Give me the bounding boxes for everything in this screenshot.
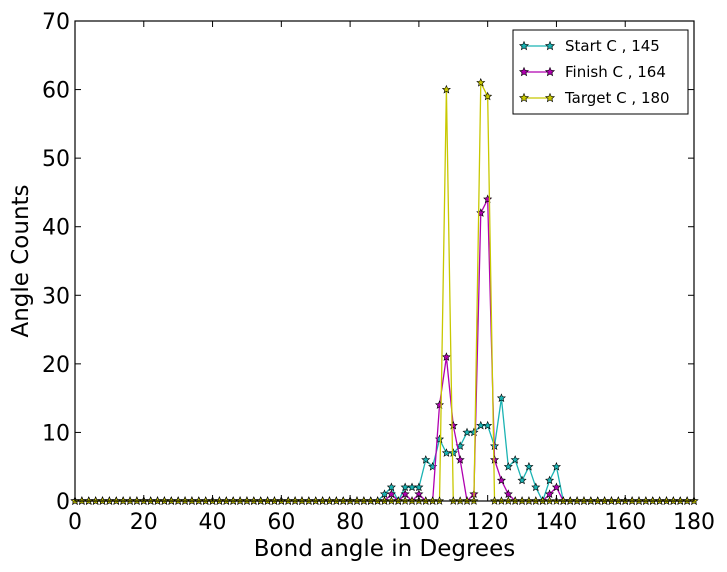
data-point: [496, 393, 506, 403]
legend-label: Target C , 180: [564, 89, 670, 107]
series-line-3: [75, 82, 694, 502]
data-point: [441, 448, 451, 457]
data-point: [421, 455, 431, 464]
x-tick-label: 80: [336, 510, 364, 535]
legend-item-2: Finish C , 164: [518, 63, 666, 81]
data-point: [551, 461, 561, 471]
legend-label: Finish C , 164: [565, 63, 666, 81]
series-3: [70, 77, 699, 505]
data-point: [386, 482, 396, 492]
y-axis-title: Angle Counts: [8, 184, 34, 337]
x-tick-label: 40: [199, 510, 227, 535]
x-tick-label: 120: [467, 510, 509, 535]
data-point: [510, 455, 520, 464]
data-point: [545, 489, 555, 499]
plot-area: [70, 77, 699, 505]
y-tick-label: 0: [56, 490, 70, 515]
x-tick-label: 20: [130, 510, 158, 535]
data-point: [407, 482, 417, 492]
y-tick-label: 70: [42, 10, 70, 35]
x-tick-label: 0: [68, 510, 82, 535]
data-point: [476, 77, 486, 87]
data-point: [503, 489, 513, 499]
data-point: [531, 482, 541, 492]
legend-marker: [544, 40, 556, 51]
x-tick-label: 180: [673, 510, 715, 535]
legend: Start C , 145 Finish C , 164 Target C , 18…: [512, 29, 689, 115]
data-point: [448, 420, 458, 430]
data-point: [434, 400, 445, 409]
data-point: [503, 461, 513, 471]
data-point: [496, 475, 506, 485]
legend-marker: [518, 92, 530, 103]
legend-marker: [544, 66, 556, 77]
data-point: [483, 91, 493, 101]
data-point: [400, 489, 410, 499]
legend-label: Start C , 145: [565, 37, 660, 55]
y-tick-label: 40: [42, 216, 70, 241]
data-point: [386, 489, 396, 499]
y-tick-label: 20: [42, 353, 70, 378]
series-1: [70, 393, 699, 505]
data-point: [517, 475, 527, 485]
y-tick-label: 30: [42, 284, 70, 309]
y-tick-label: 50: [42, 147, 70, 172]
x-tick-label: 140: [535, 510, 577, 535]
data-point: [545, 475, 555, 485]
data-point: [441, 352, 451, 361]
x-tick-label: 60: [267, 510, 295, 535]
y-tick-label: 60: [42, 79, 70, 104]
data-point: [441, 84, 451, 94]
data-point: [448, 448, 458, 457]
series-2: [70, 194, 699, 505]
ticks-layer: 0 20 40 60 80 100 120 140 160 180 0 10 20 30 40 50 60 70: [42, 10, 715, 535]
data-point: [483, 194, 493, 204]
data-point: [551, 482, 561, 492]
series-layer: [70, 77, 699, 505]
legend-marker: [518, 40, 530, 51]
legend-marker: [518, 66, 530, 77]
series-line-1: [75, 398, 694, 503]
x-axis-title: Bond angle in Degrees: [254, 536, 515, 562]
legend-item-3: Target C , 180: [518, 89, 670, 107]
x-tick-label: 100: [398, 510, 440, 535]
y-tick-label: 10: [42, 421, 70, 446]
plot-frame: [74, 20, 695, 502]
legend-marker: [544, 92, 556, 103]
series-line-2: [75, 198, 694, 503]
data-point: [455, 455, 465, 464]
data-point: [414, 482, 424, 492]
legend-item-1: Start C , 145: [518, 37, 660, 55]
data-point: [483, 420, 493, 430]
data-point: [524, 461, 534, 471]
x-tick-label: 160: [604, 510, 646, 535]
data-point: [489, 455, 500, 464]
data-point: [462, 427, 472, 437]
